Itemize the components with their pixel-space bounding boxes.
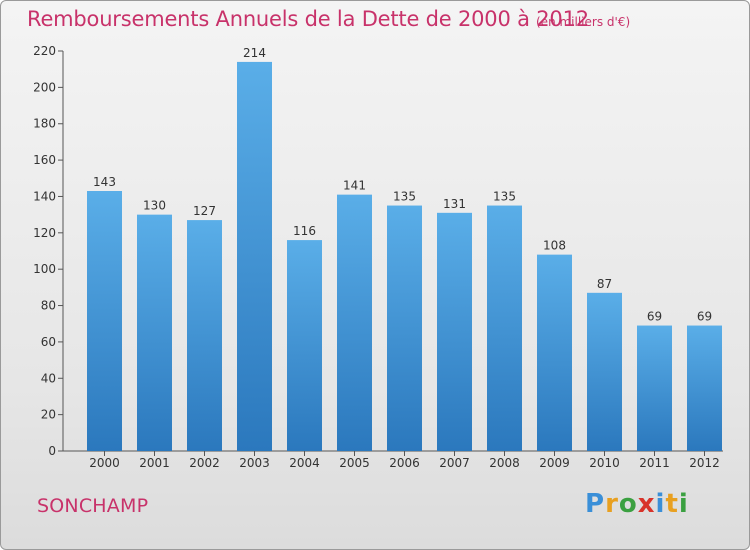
- y-tick-label: 60: [41, 335, 56, 349]
- x-tick-label: 2004: [289, 456, 320, 470]
- x-tick-label: 2003: [239, 456, 270, 470]
- bar-value-label: 108: [543, 239, 566, 253]
- y-tick-label: 200: [33, 80, 56, 94]
- bar: [237, 61, 272, 452]
- chart-title: Remboursements Annuels de la Dette de 20…: [27, 7, 589, 31]
- y-tick-label: 160: [33, 153, 56, 167]
- x-tick-label: 2007: [439, 456, 470, 470]
- bar: [337, 194, 372, 452]
- bar-value-label: 135: [493, 190, 516, 204]
- bar: [387, 205, 422, 451]
- bar: [637, 325, 672, 451]
- logo-letter: P: [585, 489, 606, 519]
- bar-value-label: 130: [143, 199, 166, 213]
- chart-subtitle: (en milliers d'€): [536, 15, 631, 29]
- bar: [287, 240, 322, 451]
- y-tick-label: 20: [41, 408, 56, 422]
- logo-letter: i: [678, 489, 689, 519]
- bar-value-label: 69: [647, 310, 662, 324]
- logo-letter: i: [655, 489, 666, 519]
- bar: [487, 205, 522, 451]
- x-tick-label: 2002: [189, 456, 220, 470]
- logo-letter: o: [618, 489, 638, 519]
- bar: [437, 212, 472, 451]
- bar-value-label: 87: [597, 277, 612, 291]
- bar-value-label: 127: [193, 204, 216, 218]
- bar-value-label: 214: [243, 46, 266, 60]
- proxiti-logo: Proxiti: [585, 489, 689, 519]
- logo-letter: r: [605, 489, 619, 519]
- y-tick-label: 220: [33, 44, 56, 58]
- y-tick-label: 0: [48, 444, 56, 458]
- y-tick-label: 120: [33, 226, 56, 240]
- bar: [687, 325, 722, 451]
- y-tick-label: 40: [41, 371, 56, 385]
- bar-value-label: 135: [393, 190, 416, 204]
- y-tick-label: 100: [33, 262, 56, 276]
- bar: [537, 254, 572, 451]
- logo-letter: t: [665, 489, 679, 519]
- bar-value-label: 131: [443, 197, 466, 211]
- bar: [137, 214, 172, 451]
- y-tick-label: 180: [33, 117, 56, 131]
- logo-letter: x: [637, 489, 656, 519]
- commune-name: SONCHAMP: [37, 495, 149, 517]
- bar-value-label: 141: [343, 179, 366, 193]
- x-tick-label: 2010: [589, 456, 620, 470]
- x-tick-label: 2009: [539, 456, 570, 470]
- bar-value-label: 69: [697, 310, 712, 324]
- bar-value-label: 116: [293, 224, 316, 238]
- x-tick-label: 2008: [489, 456, 520, 470]
- y-tick-label: 80: [41, 299, 56, 313]
- x-tick-label: 2000: [89, 456, 120, 470]
- bar: [87, 191, 122, 451]
- x-tick-label: 2006: [389, 456, 420, 470]
- x-tick-label: 2001: [139, 456, 170, 470]
- y-tick-label: 140: [33, 189, 56, 203]
- bar: [587, 292, 622, 451]
- bar: [187, 220, 222, 451]
- x-tick-label: 2011: [639, 456, 670, 470]
- x-tick-label: 2012: [689, 456, 720, 470]
- bar-value-label: 143: [93, 175, 116, 189]
- x-tick-label: 2005: [339, 456, 370, 470]
